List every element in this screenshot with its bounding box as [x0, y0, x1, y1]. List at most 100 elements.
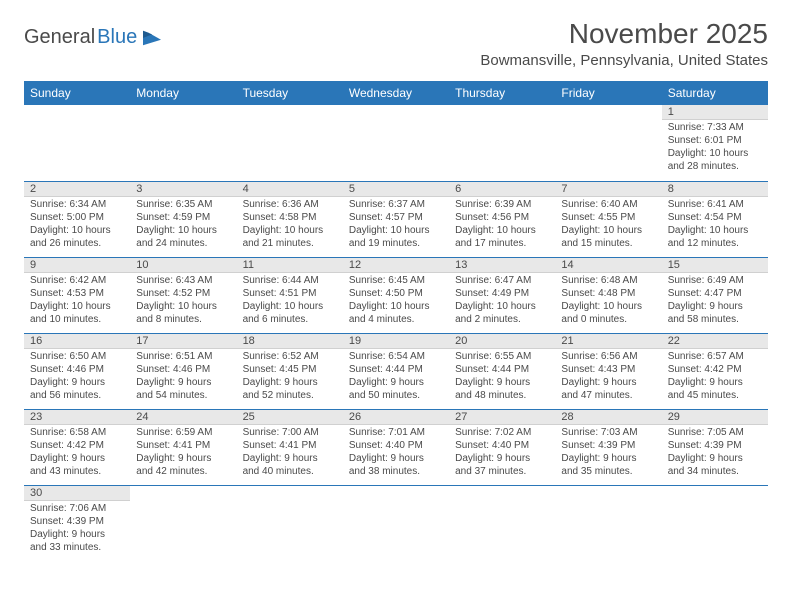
- calendar-day-cell: 10Sunrise: 6:43 AMSunset: 4:52 PMDayligh…: [130, 257, 236, 333]
- calendar-day-cell: [449, 105, 555, 181]
- weekday-header: Sunday: [24, 81, 130, 105]
- calendar-day-cell: [449, 485, 555, 561]
- sunrise-text: Sunrise: 7:01 AM: [349, 426, 443, 439]
- day-number: 28: [555, 410, 661, 425]
- day-number: 27: [449, 410, 555, 425]
- day-number: 14: [555, 258, 661, 273]
- calendar-day-cell: 14Sunrise: 6:48 AMSunset: 4:48 PMDayligh…: [555, 257, 661, 333]
- day-number: 24: [130, 410, 236, 425]
- daylight-text: Daylight: 9 hours and 48 minutes.: [455, 376, 549, 402]
- sunset-text: Sunset: 4:55 PM: [561, 211, 655, 224]
- calendar-week-row: 16Sunrise: 6:50 AMSunset: 4:46 PMDayligh…: [24, 333, 768, 409]
- daylight-text: Daylight: 9 hours and 35 minutes.: [561, 452, 655, 478]
- day-details: Sunrise: 6:51 AMSunset: 4:46 PMDaylight:…: [130, 349, 236, 404]
- calendar-day-cell: 19Sunrise: 6:54 AMSunset: 4:44 PMDayligh…: [343, 333, 449, 409]
- calendar-day-cell: [237, 485, 343, 561]
- sunset-text: Sunset: 4:44 PM: [349, 363, 443, 376]
- sunset-text: Sunset: 4:59 PM: [136, 211, 230, 224]
- day-details: Sunrise: 6:55 AMSunset: 4:44 PMDaylight:…: [449, 349, 555, 404]
- sunset-text: Sunset: 4:48 PM: [561, 287, 655, 300]
- sunset-text: Sunset: 4:40 PM: [455, 439, 549, 452]
- day-number: 2: [24, 182, 130, 197]
- daylight-text: Daylight: 10 hours and 10 minutes.: [30, 300, 124, 326]
- calendar-day-cell: 29Sunrise: 7:05 AMSunset: 4:39 PMDayligh…: [662, 409, 768, 485]
- weekday-header: Friday: [555, 81, 661, 105]
- sunset-text: Sunset: 4:40 PM: [349, 439, 443, 452]
- sunrise-text: Sunrise: 6:42 AM: [30, 274, 124, 287]
- day-number: 3: [130, 182, 236, 197]
- calendar-week-row: 1Sunrise: 7:33 AMSunset: 6:01 PMDaylight…: [24, 105, 768, 181]
- flag-icon: [141, 29, 163, 47]
- day-number: 23: [24, 410, 130, 425]
- sunrise-text: Sunrise: 6:40 AM: [561, 198, 655, 211]
- daylight-text: Daylight: 9 hours and 38 minutes.: [349, 452, 443, 478]
- day-number: 6: [449, 182, 555, 197]
- sunset-text: Sunset: 4:39 PM: [668, 439, 762, 452]
- day-details: Sunrise: 7:02 AMSunset: 4:40 PMDaylight:…: [449, 425, 555, 480]
- day-details: Sunrise: 6:44 AMSunset: 4:51 PMDaylight:…: [237, 273, 343, 328]
- sunset-text: Sunset: 4:51 PM: [243, 287, 337, 300]
- sunset-text: Sunset: 4:39 PM: [561, 439, 655, 452]
- day-number: 5: [343, 182, 449, 197]
- day-number: 18: [237, 334, 343, 349]
- day-details: Sunrise: 6:48 AMSunset: 4:48 PMDaylight:…: [555, 273, 661, 328]
- calendar-day-cell: [237, 105, 343, 181]
- sunset-text: Sunset: 4:43 PM: [561, 363, 655, 376]
- calendar-day-cell: 20Sunrise: 6:55 AMSunset: 4:44 PMDayligh…: [449, 333, 555, 409]
- daylight-text: Daylight: 10 hours and 15 minutes.: [561, 224, 655, 250]
- calendar-day-cell: 12Sunrise: 6:45 AMSunset: 4:50 PMDayligh…: [343, 257, 449, 333]
- day-number: 19: [343, 334, 449, 349]
- daylight-text: Daylight: 10 hours and 24 minutes.: [136, 224, 230, 250]
- sunrise-text: Sunrise: 7:05 AM: [668, 426, 762, 439]
- calendar-week-row: 23Sunrise: 6:58 AMSunset: 4:42 PMDayligh…: [24, 409, 768, 485]
- day-number: 8: [662, 182, 768, 197]
- daylight-text: Daylight: 9 hours and 33 minutes.: [30, 528, 124, 554]
- daylight-text: Daylight: 10 hours and 12 minutes.: [668, 224, 762, 250]
- calendar-header-row: SundayMondayTuesdayWednesdayThursdayFrid…: [24, 81, 768, 105]
- day-number: 26: [343, 410, 449, 425]
- weekday-header: Monday: [130, 81, 236, 105]
- daylight-text: Daylight: 10 hours and 6 minutes.: [243, 300, 337, 326]
- daylight-text: Daylight: 9 hours and 42 minutes.: [136, 452, 230, 478]
- calendar-day-cell: 11Sunrise: 6:44 AMSunset: 4:51 PMDayligh…: [237, 257, 343, 333]
- day-details: Sunrise: 6:34 AMSunset: 5:00 PMDaylight:…: [24, 197, 130, 252]
- sunrise-text: Sunrise: 6:50 AM: [30, 350, 124, 363]
- page-header: General Blue November 2025 Bowmansville,…: [0, 0, 792, 73]
- calendar-day-cell: 28Sunrise: 7:03 AMSunset: 4:39 PMDayligh…: [555, 409, 661, 485]
- calendar-day-cell: [343, 485, 449, 561]
- calendar-day-cell: 18Sunrise: 6:52 AMSunset: 4:45 PMDayligh…: [237, 333, 343, 409]
- day-number: 1: [662, 105, 768, 120]
- day-details: Sunrise: 6:42 AMSunset: 4:53 PMDaylight:…: [24, 273, 130, 328]
- calendar-day-cell: 13Sunrise: 6:47 AMSunset: 4:49 PMDayligh…: [449, 257, 555, 333]
- calendar-day-cell: 23Sunrise: 6:58 AMSunset: 4:42 PMDayligh…: [24, 409, 130, 485]
- title-block: November 2025 Bowmansville, Pennsylvania…: [480, 18, 768, 69]
- logo-text-2: Blue: [97, 26, 137, 49]
- calendar-day-cell: 22Sunrise: 6:57 AMSunset: 4:42 PMDayligh…: [662, 333, 768, 409]
- calendar-day-cell: [343, 105, 449, 181]
- day-number: 12: [343, 258, 449, 273]
- daylight-text: Daylight: 10 hours and 19 minutes.: [349, 224, 443, 250]
- sunset-text: Sunset: 4:50 PM: [349, 287, 443, 300]
- calendar-week-row: 30Sunrise: 7:06 AMSunset: 4:39 PMDayligh…: [24, 485, 768, 561]
- sunset-text: Sunset: 6:01 PM: [668, 134, 762, 147]
- sunrise-text: Sunrise: 6:54 AM: [349, 350, 443, 363]
- calendar-day-cell: [662, 485, 768, 561]
- daylight-text: Daylight: 9 hours and 47 minutes.: [561, 376, 655, 402]
- sunset-text: Sunset: 4:41 PM: [136, 439, 230, 452]
- daylight-text: Daylight: 9 hours and 40 minutes.: [243, 452, 337, 478]
- daylight-text: Daylight: 9 hours and 34 minutes.: [668, 452, 762, 478]
- sunset-text: Sunset: 4:42 PM: [30, 439, 124, 452]
- calendar-day-cell: 3Sunrise: 6:35 AMSunset: 4:59 PMDaylight…: [130, 181, 236, 257]
- sunrise-text: Sunrise: 6:39 AM: [455, 198, 549, 211]
- sunrise-text: Sunrise: 6:36 AM: [243, 198, 337, 211]
- sunset-text: Sunset: 4:41 PM: [243, 439, 337, 452]
- sunrise-text: Sunrise: 6:59 AM: [136, 426, 230, 439]
- day-number: 29: [662, 410, 768, 425]
- location-text: Bowmansville, Pennsylvania, United State…: [480, 52, 768, 69]
- day-details: Sunrise: 6:36 AMSunset: 4:58 PMDaylight:…: [237, 197, 343, 252]
- day-details: Sunrise: 6:45 AMSunset: 4:50 PMDaylight:…: [343, 273, 449, 328]
- sunset-text: Sunset: 4:46 PM: [30, 363, 124, 376]
- sunrise-text: Sunrise: 6:52 AM: [243, 350, 337, 363]
- sunrise-text: Sunrise: 7:33 AM: [668, 121, 762, 134]
- calendar-day-cell: 1Sunrise: 7:33 AMSunset: 6:01 PMDaylight…: [662, 105, 768, 181]
